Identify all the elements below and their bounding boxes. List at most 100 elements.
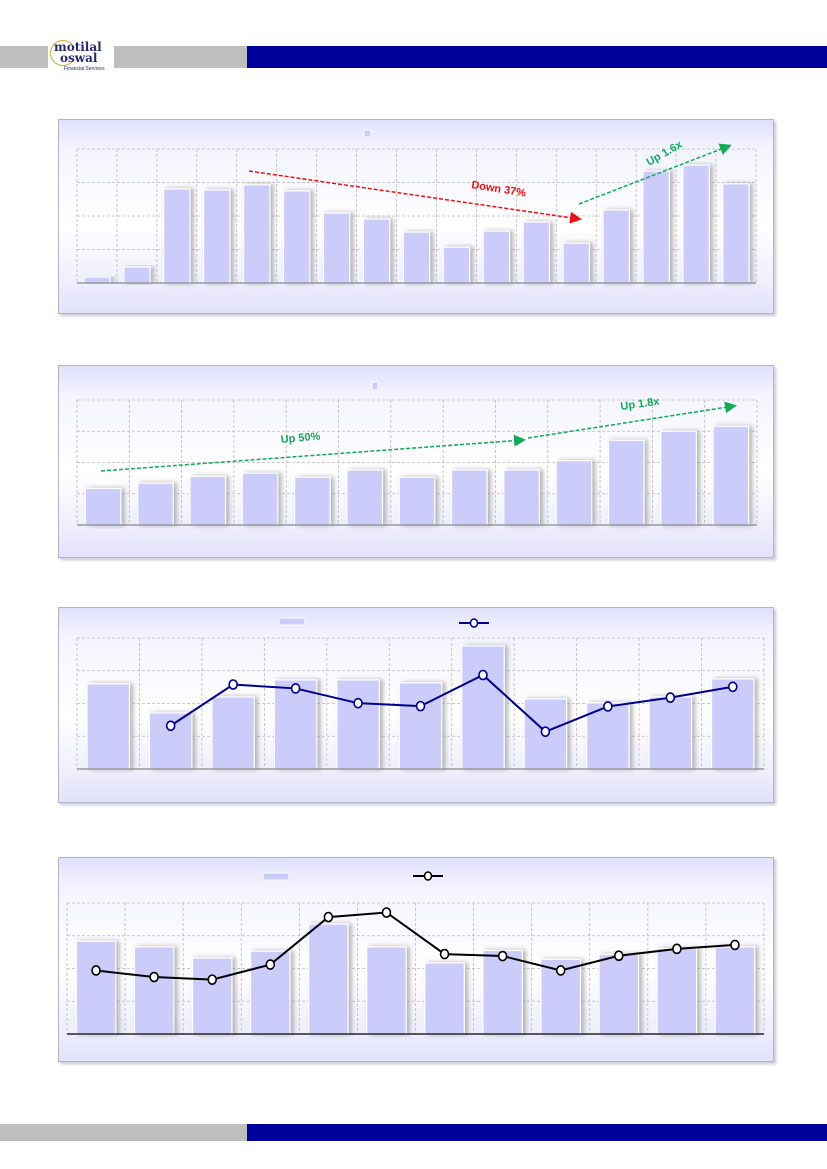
legend-line-marker <box>469 618 479 628</box>
line-point <box>265 959 276 970</box>
bar <box>282 190 311 284</box>
line-point <box>381 907 392 918</box>
bar <box>710 678 755 770</box>
header-navy-band <box>247 46 827 68</box>
bar <box>322 212 351 284</box>
trend-arrow <box>100 434 526 472</box>
line-point <box>323 911 334 923</box>
bar <box>273 679 318 770</box>
header-grey-band <box>0 46 247 68</box>
legend-bar-swatch <box>278 617 306 626</box>
trend-arrow <box>248 170 582 224</box>
line-point <box>665 692 676 703</box>
bar <box>203 189 231 284</box>
bar <box>656 947 698 1035</box>
bar <box>86 683 131 770</box>
legend-bar-swatch <box>262 872 290 881</box>
line-point <box>353 697 363 709</box>
trend-arrow <box>527 401 737 439</box>
line-point <box>149 971 159 983</box>
line-point <box>497 950 508 962</box>
logo-ring-icon <box>50 40 76 66</box>
line-point <box>439 948 450 960</box>
bar <box>461 645 505 770</box>
bar <box>642 170 670 284</box>
bar <box>714 946 756 1035</box>
bar <box>660 430 697 526</box>
bar <box>682 164 710 284</box>
bar <box>648 696 693 770</box>
bar <box>712 425 750 526</box>
logo-text: motilal <box>54 40 102 54</box>
bar <box>398 682 443 770</box>
chart-panel-1: Down 37% Up 1.6x <box>58 119 774 314</box>
line-point <box>415 700 426 712</box>
bar <box>84 487 122 526</box>
bar <box>450 469 488 526</box>
bar <box>346 469 384 526</box>
bar <box>133 946 175 1035</box>
legend-bar-swatch <box>371 381 379 391</box>
chart-panel-2: Up 50% Up 1.8x <box>58 365 774 558</box>
trend-label: Up 1.8x <box>620 396 661 413</box>
logo-tagline: Financial Services <box>64 66 105 72</box>
bar <box>522 221 551 284</box>
chart-1: Down 37%Up 1.6x <box>76 129 757 284</box>
bar <box>242 184 271 284</box>
bar <box>75 940 117 1035</box>
bar <box>163 188 191 284</box>
bar <box>555 460 593 526</box>
bar <box>424 962 465 1035</box>
series-line <box>95 911 736 981</box>
bar <box>137 482 174 526</box>
bar <box>503 469 541 526</box>
line-point <box>555 965 566 976</box>
bar <box>722 183 750 284</box>
chart-3 <box>76 617 765 770</box>
bar <box>308 923 349 1035</box>
trend-arrow <box>578 143 732 205</box>
line-point <box>730 939 740 951</box>
line-point <box>207 974 218 985</box>
bar <box>336 679 380 770</box>
bar <box>607 439 645 526</box>
footer-grey-band <box>0 1124 247 1141</box>
bar <box>83 276 111 284</box>
logo-text: oswal <box>60 51 98 65</box>
bar <box>482 230 511 284</box>
bar <box>562 242 591 284</box>
line-point <box>228 679 238 690</box>
bar <box>602 209 630 284</box>
chart-4 <box>66 871 765 1035</box>
bar <box>398 476 436 526</box>
bar <box>362 218 391 284</box>
line-point <box>672 943 682 955</box>
bar <box>598 953 640 1035</box>
bar <box>189 475 227 526</box>
line-point <box>613 950 624 962</box>
bar <box>586 702 630 770</box>
line-point <box>290 683 301 694</box>
bar <box>402 231 431 284</box>
bar <box>482 949 523 1035</box>
line-point <box>478 669 488 681</box>
trend-label: Up 1.6x <box>645 138 686 168</box>
series-line <box>170 673 733 733</box>
line-point <box>165 720 176 732</box>
legend-bar-swatch <box>363 129 372 138</box>
line-point <box>727 681 738 693</box>
chart-2: Up 50% Up 1.8x <box>76 381 758 526</box>
line-point <box>91 965 101 976</box>
bar <box>211 696 255 770</box>
line-point <box>540 726 551 737</box>
chart-panel-4 <box>58 857 774 1062</box>
bar <box>442 246 471 284</box>
legend-line-marker <box>423 871 433 881</box>
footer-navy-band <box>247 1124 827 1141</box>
bar <box>241 472 279 526</box>
brand-logo: motilal oswal Financial Services <box>48 38 114 74</box>
line-point <box>603 701 613 712</box>
bar <box>294 476 331 526</box>
bar <box>191 957 233 1035</box>
